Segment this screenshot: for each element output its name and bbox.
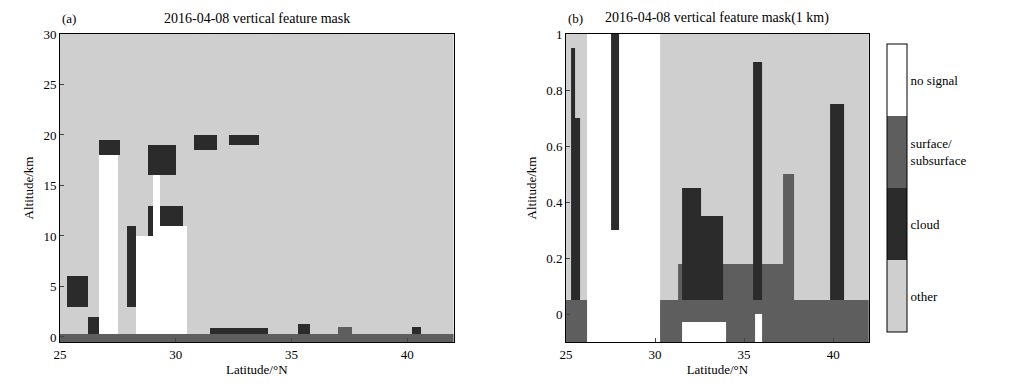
svg-text:0.2: 0.2 xyxy=(546,251,562,266)
svg-text:25: 25 xyxy=(560,347,573,362)
svg-text:0.8: 0.8 xyxy=(546,83,562,98)
svg-text:1: 1 xyxy=(556,27,563,42)
svg-text:35: 35 xyxy=(738,347,751,362)
svg-text:40: 40 xyxy=(827,347,840,362)
svg-text:0.6: 0.6 xyxy=(546,139,563,154)
svg-text:0: 0 xyxy=(50,330,57,345)
svg-text:Latitude/°N: Latitude/°N xyxy=(226,362,288,377)
svg-text:30: 30 xyxy=(43,27,56,42)
svg-text:Latitude/°N: Latitude/°N xyxy=(687,362,749,377)
svg-text:20: 20 xyxy=(43,128,56,143)
svg-text:surface/subsurface: surface/subsurface xyxy=(911,136,967,168)
svg-text:10: 10 xyxy=(43,229,56,244)
svg-text:cloud: cloud xyxy=(911,217,940,232)
svg-text:0.4: 0.4 xyxy=(546,195,563,210)
svg-text:2016-04-08 vertical feature ma: 2016-04-08 vertical feature mask(1 km) xyxy=(605,10,829,26)
svg-text:no signal: no signal xyxy=(911,73,959,88)
svg-text:5: 5 xyxy=(50,279,57,294)
svg-text:2016-04-08 vertical feature ma: 2016-04-08 vertical feature mask xyxy=(164,11,350,26)
svg-text:30: 30 xyxy=(649,347,662,362)
svg-text:35: 35 xyxy=(285,347,298,362)
svg-text:0: 0 xyxy=(556,307,563,322)
svg-text:40: 40 xyxy=(401,347,414,362)
svg-text:30: 30 xyxy=(169,347,182,362)
svg-text:15: 15 xyxy=(43,178,56,193)
svg-text:Altitude/km: Altitude/km xyxy=(524,157,539,220)
svg-text:(a): (a) xyxy=(62,11,76,26)
svg-text:(b): (b) xyxy=(568,11,583,26)
svg-text:25: 25 xyxy=(54,347,67,362)
svg-text:25: 25 xyxy=(43,77,56,92)
svg-text:Altitude/km: Altitude/km xyxy=(21,157,36,220)
svg-text:other: other xyxy=(911,289,938,304)
